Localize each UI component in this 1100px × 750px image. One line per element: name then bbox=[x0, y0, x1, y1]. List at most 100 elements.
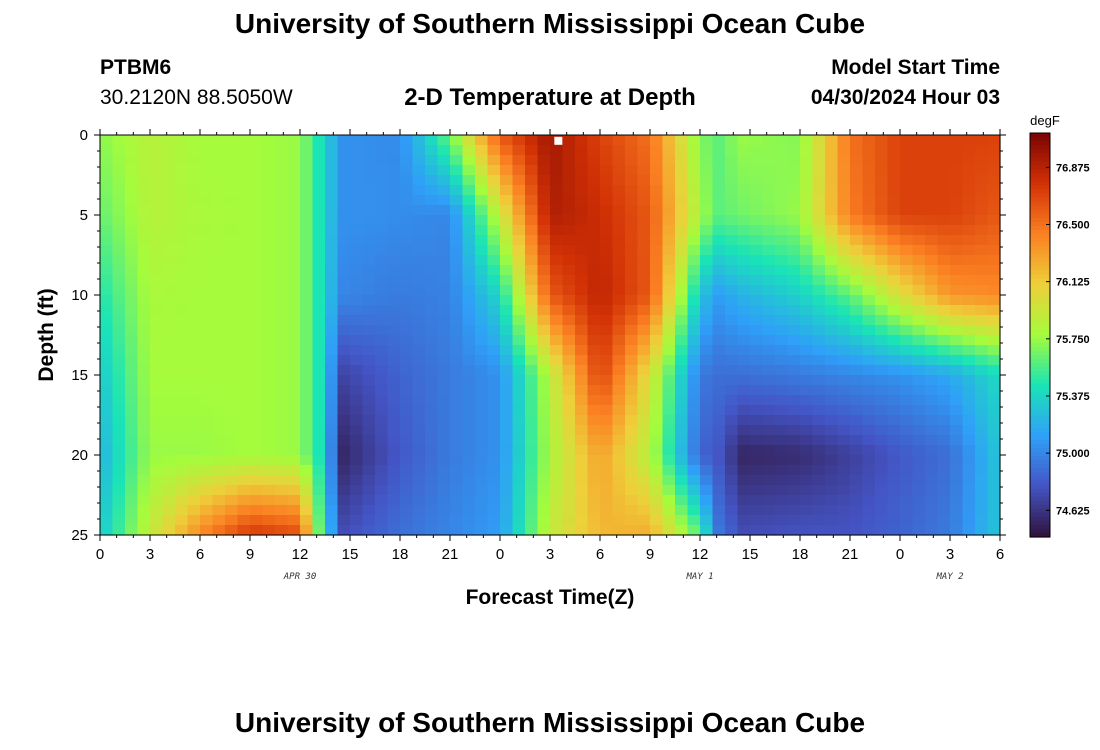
heatmap-cell bbox=[712, 495, 726, 506]
heatmap-cell bbox=[812, 265, 826, 276]
heatmap-cell bbox=[275, 175, 289, 186]
heatmap-cell bbox=[712, 225, 726, 236]
heatmap-cell bbox=[425, 365, 439, 376]
heatmap-cell bbox=[662, 155, 676, 166]
heatmap-cell bbox=[887, 255, 901, 266]
heatmap-cell bbox=[125, 395, 139, 406]
heatmap-cell bbox=[325, 155, 339, 166]
heatmap-cell bbox=[162, 425, 176, 436]
heatmap-cell bbox=[675, 135, 689, 146]
heatmap-cell bbox=[250, 495, 264, 506]
heatmap-cell bbox=[525, 245, 539, 256]
heatmap-cell bbox=[150, 385, 164, 396]
heatmap-cell bbox=[462, 285, 476, 296]
heatmap-cell bbox=[312, 405, 326, 416]
heatmap-cell bbox=[725, 305, 739, 316]
heatmap-cell bbox=[700, 295, 714, 306]
heatmap-cell bbox=[837, 405, 851, 416]
heatmap-cell bbox=[250, 515, 264, 526]
colorbar-segment bbox=[1030, 371, 1050, 376]
heatmap-cell bbox=[262, 405, 276, 416]
heatmap-cell bbox=[637, 175, 651, 186]
heatmap-cell bbox=[687, 385, 701, 396]
heatmap-cell bbox=[525, 395, 539, 406]
heatmap-cell bbox=[575, 355, 589, 366]
heatmap-cell bbox=[137, 415, 151, 426]
heatmap-cell bbox=[987, 145, 1001, 156]
heatmap-cell bbox=[662, 385, 676, 396]
heatmap-cell bbox=[637, 355, 651, 366]
heatmap-cell bbox=[312, 495, 326, 506]
heatmap-cell bbox=[325, 455, 339, 466]
heatmap-cell bbox=[662, 145, 676, 156]
heatmap-cell bbox=[225, 505, 239, 516]
heatmap-cell bbox=[150, 235, 164, 246]
heatmap-cell bbox=[487, 275, 501, 286]
heatmap-cell bbox=[575, 385, 589, 396]
heatmap-cell bbox=[787, 355, 801, 366]
heatmap-cell bbox=[250, 145, 264, 156]
heatmap-cell bbox=[212, 375, 226, 386]
heatmap-cell bbox=[262, 145, 276, 156]
heatmap-cell bbox=[175, 375, 189, 386]
heatmap-cell bbox=[187, 335, 201, 346]
heatmap-cell bbox=[487, 145, 501, 156]
colorbar-segment bbox=[1030, 201, 1050, 207]
heatmap-cell bbox=[875, 235, 889, 246]
heatmap-cell bbox=[687, 165, 701, 176]
heatmap-cell bbox=[950, 175, 964, 186]
heatmap-cell bbox=[475, 365, 489, 376]
heatmap-cell bbox=[775, 335, 789, 346]
heatmap-cell bbox=[162, 165, 176, 176]
heatmap-cell bbox=[287, 155, 301, 166]
heatmap-cell bbox=[712, 145, 726, 156]
heatmap-cell bbox=[975, 335, 989, 346]
heatmap-cell bbox=[350, 375, 364, 386]
heatmap-cell bbox=[462, 215, 476, 226]
heatmap-cell bbox=[287, 215, 301, 226]
heatmap-cell bbox=[425, 255, 439, 266]
heatmap-cell bbox=[662, 245, 676, 256]
heatmap-cell bbox=[187, 525, 201, 536]
heatmap-cell bbox=[862, 315, 876, 326]
heatmap-cell bbox=[112, 225, 126, 236]
heatmap-cell bbox=[562, 445, 576, 456]
heatmap-cell bbox=[275, 435, 289, 446]
heatmap-cell bbox=[587, 325, 601, 336]
heatmap-cell bbox=[187, 465, 201, 476]
heatmap-cell bbox=[762, 265, 776, 276]
colorbar-segment bbox=[1030, 339, 1050, 344]
heatmap-cell bbox=[912, 255, 926, 266]
heatmap-cell bbox=[250, 365, 264, 376]
heatmap-cell bbox=[187, 325, 201, 336]
heatmap-cell bbox=[287, 495, 301, 506]
heatmap-cell bbox=[600, 195, 614, 206]
heatmap-cell bbox=[875, 265, 889, 276]
heatmap-cell bbox=[362, 425, 376, 436]
heatmap-cell bbox=[112, 335, 126, 346]
heatmap-cell bbox=[350, 425, 364, 436]
heatmap-cell bbox=[550, 365, 564, 376]
heatmap-cell bbox=[412, 475, 426, 486]
heatmap-cell bbox=[525, 495, 539, 506]
heatmap-cell bbox=[525, 255, 539, 266]
heatmap-cell bbox=[125, 225, 139, 236]
heatmap-cell bbox=[425, 305, 439, 316]
heatmap-cell bbox=[912, 465, 926, 476]
heatmap-cell bbox=[837, 425, 851, 436]
heatmap-cell bbox=[675, 515, 689, 526]
heatmap-cell bbox=[375, 235, 389, 246]
heatmap-cell bbox=[175, 355, 189, 366]
heatmap-cell bbox=[400, 315, 414, 326]
heatmap-cell bbox=[687, 465, 701, 476]
heatmap-cell bbox=[100, 365, 114, 376]
heatmap-cell bbox=[450, 255, 464, 266]
heatmap-cell bbox=[600, 275, 614, 286]
heatmap-cell bbox=[700, 435, 714, 446]
heatmap-cell bbox=[275, 345, 289, 356]
heatmap-cell bbox=[550, 475, 564, 486]
heatmap-cell bbox=[900, 485, 914, 496]
heatmap-cell bbox=[937, 495, 951, 506]
heatmap-cell bbox=[775, 155, 789, 166]
heatmap-cell bbox=[787, 525, 801, 536]
